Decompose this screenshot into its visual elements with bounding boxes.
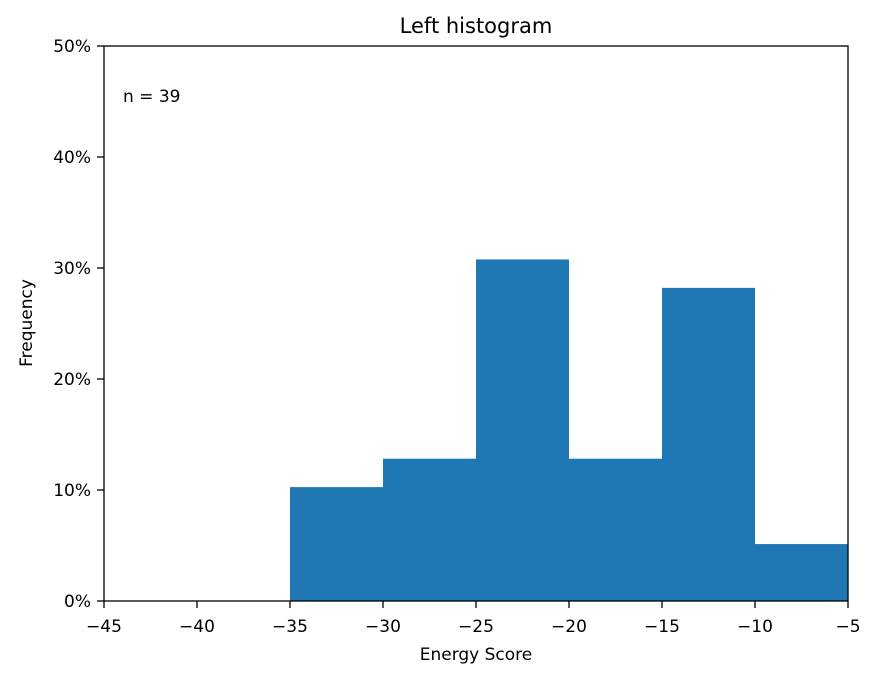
histogram-bar-4	[569, 458, 662, 601]
chart-title: Left histogram	[400, 14, 553, 38]
histogram-bar-2	[383, 458, 476, 601]
bars-group	[290, 259, 848, 601]
histogram-bar-5	[662, 287, 755, 601]
y-axis-label: Frequency	[17, 279, 37, 367]
x-tick-label: −25	[458, 617, 494, 637]
x-tick-label: −5	[835, 617, 860, 637]
x-axis-ticks: −45 −40 −35 −30 −25 −20 −15 −10 −5	[86, 601, 861, 637]
x-tick-label: −45	[86, 617, 122, 637]
x-tick-label: −10	[737, 617, 773, 637]
x-tick-label: −40	[179, 617, 215, 637]
x-axis-label: Energy Score	[420, 645, 533, 665]
x-tick-label: −20	[551, 617, 587, 637]
y-tick-label: 50%	[53, 37, 91, 57]
x-tick-label: −15	[644, 617, 680, 637]
histogram-bar-1	[290, 487, 383, 601]
y-tick-label: 20%	[53, 370, 91, 390]
plot-frame	[103, 45, 849, 602]
y-axis-ticks: 0% 10% 20% 30% 40% 50%	[53, 37, 104, 612]
histogram-bar-3	[476, 259, 569, 601]
histogram-bar-6	[755, 544, 848, 601]
y-tick-label: 40%	[53, 148, 91, 168]
x-tick-label: −30	[365, 617, 401, 637]
y-tick-label: 10%	[53, 481, 91, 501]
y-tick-label: 0%	[64, 592, 91, 612]
sample-size-annotation: n = 39	[123, 87, 180, 107]
y-tick-label: 30%	[53, 259, 91, 279]
x-tick-label: −35	[272, 617, 308, 637]
